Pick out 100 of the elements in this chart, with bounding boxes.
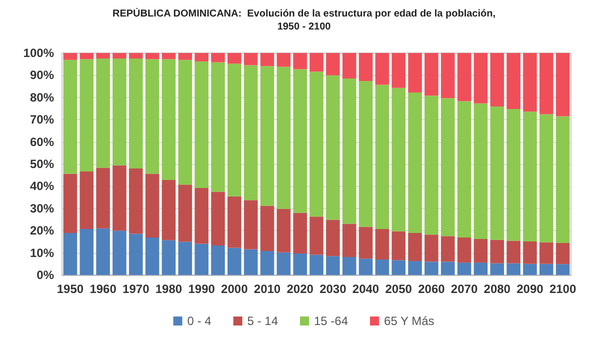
bar	[474, 262, 488, 275]
bar	[194, 53, 208, 62]
bar	[145, 237, 160, 275]
bar	[244, 249, 258, 275]
bar	[162, 240, 176, 275]
bar	[539, 53, 554, 114]
bar	[424, 96, 438, 235]
bar	[408, 261, 422, 275]
bar	[145, 174, 160, 238]
bar	[145, 53, 160, 60]
x-tick-label: 2090	[516, 282, 544, 296]
bar	[326, 53, 340, 76]
bar	[194, 188, 208, 244]
bar	[293, 69, 307, 213]
bar	[539, 264, 554, 275]
x-tick-label: 1960	[90, 282, 117, 296]
x-tick-label: 2080	[484, 282, 511, 296]
bar	[228, 53, 242, 64]
x-tick-label: 1950	[56, 282, 84, 296]
legend-label: 5 - 14	[247, 314, 278, 328]
bar	[178, 60, 192, 185]
bar	[342, 53, 356, 79]
bar	[63, 233, 78, 275]
bar	[244, 65, 258, 200]
bar	[228, 248, 242, 275]
bar	[375, 229, 390, 260]
bar	[80, 59, 94, 172]
bar	[556, 243, 570, 264]
bar	[293, 212, 307, 254]
bar	[112, 53, 126, 59]
bar	[244, 200, 258, 250]
chart-subtitle: 1950 - 2100	[277, 22, 332, 32]
bar	[440, 236, 455, 262]
bar	[310, 254, 324, 275]
bar	[408, 233, 422, 262]
bar	[375, 53, 390, 85]
x-tick-label: 2020	[286, 282, 314, 296]
bar	[310, 53, 324, 72]
bar	[342, 224, 356, 258]
y-tick-label: 0%	[36, 268, 54, 282]
bar	[211, 53, 225, 62]
bar	[276, 53, 291, 67]
bar	[392, 53, 406, 88]
bar	[96, 58, 110, 168]
bar	[342, 78, 356, 224]
bar	[260, 251, 274, 275]
bar	[506, 240, 520, 264]
bar	[80, 53, 94, 60]
bar	[293, 253, 307, 275]
bar	[358, 80, 373, 227]
bar	[128, 58, 143, 168]
bar	[63, 53, 78, 60]
bar	[556, 53, 570, 116]
bar	[506, 108, 520, 241]
bar	[490, 240, 504, 264]
y-tick-label: 70%	[30, 112, 54, 127]
bar	[260, 66, 274, 206]
bar	[276, 66, 291, 209]
bar	[96, 228, 110, 275]
bar	[358, 53, 373, 81]
bar	[474, 239, 488, 263]
bar	[490, 53, 504, 106]
bar	[96, 53, 110, 59]
bar	[162, 59, 176, 180]
x-tick-label: 1980	[155, 282, 182, 296]
bar	[326, 220, 340, 256]
bar	[112, 165, 126, 231]
bar	[178, 53, 192, 60]
bar	[424, 53, 438, 96]
bar	[457, 237, 472, 263]
bar	[276, 208, 291, 252]
x-tick-label: 1990	[188, 282, 216, 296]
bar	[112, 58, 126, 166]
bar	[112, 230, 126, 275]
bar	[276, 252, 291, 275]
y-tick-label: 60%	[30, 134, 54, 149]
bar	[457, 101, 472, 238]
bar	[523, 241, 537, 264]
bar	[310, 72, 324, 217]
bar	[211, 192, 225, 246]
bar	[539, 114, 554, 242]
y-tick-label: 90%	[30, 68, 54, 82]
bar	[506, 53, 520, 109]
bar	[342, 257, 356, 275]
bar	[392, 260, 406, 275]
bar	[63, 60, 78, 174]
y-tick-label: 10%	[30, 246, 54, 260]
bar	[506, 263, 520, 275]
bar	[474, 53, 488, 104]
x-tick-label: 1970	[122, 282, 150, 296]
bar	[408, 92, 422, 234]
bar	[326, 256, 340, 275]
chart-title: REPÚBLICA DOMINICANA: Evolución de la estructura por edad de la población,	[112, 8, 496, 20]
bar	[440, 53, 455, 98]
bar	[228, 64, 242, 196]
bar	[424, 262, 438, 275]
bar	[145, 59, 160, 174]
bar	[162, 53, 176, 60]
bar	[162, 180, 176, 240]
bar	[244, 53, 258, 66]
